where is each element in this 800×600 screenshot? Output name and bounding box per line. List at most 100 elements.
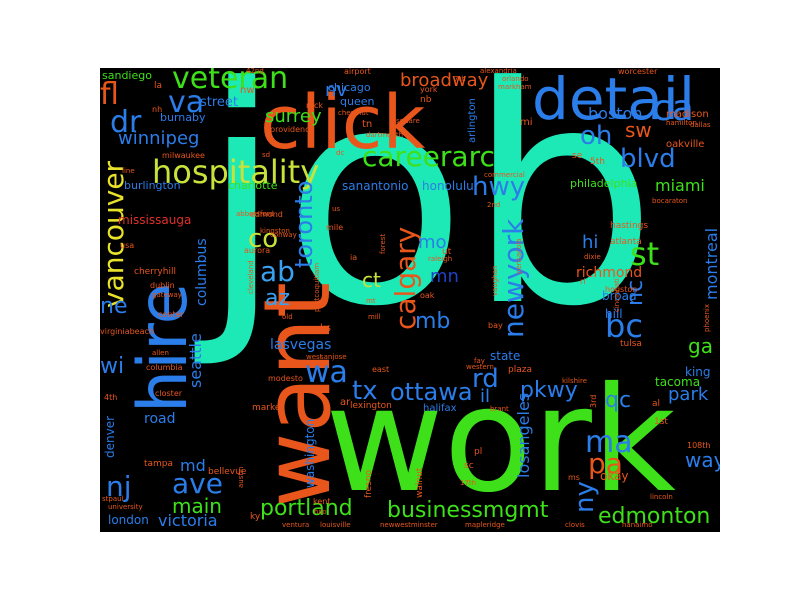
word-sw: sw — [625, 118, 652, 142]
word-philadelphia: philadelphia — [570, 177, 638, 190]
word-mississauga: mississauga — [118, 213, 192, 227]
word-lincoln: lincoln — [650, 493, 673, 501]
word-rock: rock — [306, 101, 324, 110]
word-east: east — [372, 365, 390, 374]
word-seattle: seattle — [186, 333, 205, 388]
word-newwestminster: newwestminster — [380, 521, 438, 529]
word-oh: oh — [580, 121, 613, 151]
word-job: job — [200, 68, 658, 372]
word-1st: 1st — [654, 417, 668, 427]
word-orlando: orlando — [502, 75, 529, 83]
word-miami: miami — [655, 176, 705, 195]
word-okay: okay — [600, 469, 629, 483]
word-17th: 17th — [460, 479, 477, 487]
word-houston: houston — [605, 285, 638, 294]
word-108th: 108th — [687, 441, 711, 450]
word-kingston: kingston — [260, 227, 290, 235]
word-vaughan: vaughan — [491, 265, 499, 296]
word-clovis: clovis — [565, 521, 585, 529]
word-ave: ave — [172, 467, 223, 500]
word-modesto: modesto — [268, 374, 303, 383]
word-markham: markham — [498, 83, 532, 91]
word-nw: nw — [240, 85, 255, 96]
word-aurora: aurora — [244, 246, 271, 255]
word-walnut: walnut — [415, 467, 425, 498]
word-mt: mt — [366, 297, 376, 305]
word-nb: nb — [420, 95, 432, 105]
word-mill: mill — [368, 313, 381, 321]
word-mb: mb — [415, 309, 451, 334]
word-denver: denver — [103, 415, 117, 458]
word-state: state — [490, 349, 521, 363]
word-co: co — [248, 224, 279, 254]
word-mapleridge: mapleridge — [465, 521, 505, 529]
word-western: western — [466, 363, 494, 371]
word-tacoma: tacoma — [655, 375, 701, 389]
word-mile: mile — [326, 223, 344, 232]
word-careerarc: careerarc — [362, 140, 495, 173]
word-tx: tx — [352, 376, 378, 406]
word-edmond: edmond — [250, 210, 283, 219]
word-ventura: ventura — [282, 521, 310, 529]
word-hwy: hwy — [472, 172, 526, 202]
word-hilo: hilo — [314, 508, 327, 516]
word-nv: nv — [325, 80, 348, 101]
word-42nd: 42nd — [246, 68, 264, 75]
word-ar: ar — [340, 397, 351, 408]
word-raleigh: raleigh — [428, 255, 453, 263]
word-bocaraton: bocaraton — [652, 197, 688, 205]
word-bc: bc — [605, 307, 643, 345]
word-bay: bay — [488, 321, 503, 330]
word-dc: dc — [336, 149, 345, 157]
word-ne: ne — [100, 294, 128, 319]
word-providence: providence — [270, 125, 315, 134]
word-worcester: worcester — [618, 68, 658, 76]
word-burnaby: burnaby — [160, 111, 206, 124]
word-sanjose: sanjose — [320, 353, 347, 361]
word-university: university — [108, 503, 143, 511]
word-washington: washington — [303, 418, 317, 488]
word-main: main — [172, 494, 222, 518]
word-hospitality: hospitality — [152, 153, 320, 191]
word-winnipeg: winnipeg — [118, 128, 200, 149]
word-honolulu: honolulu — [422, 179, 474, 193]
word-closter: closter — [155, 389, 183, 398]
word-burlington: burlington — [124, 179, 181, 192]
word-cleveland: cleveland — [247, 260, 255, 294]
word-virginiabeach: virginiabeach — [100, 327, 154, 336]
word-halifax: halifax — [423, 403, 457, 414]
word-hastings: hastings — [610, 221, 649, 231]
word-lasvegas: lasvegas — [270, 337, 332, 353]
word-boston: boston — [588, 104, 643, 123]
word-abbotsford: abbotsford — [236, 210, 274, 218]
word-ottawa: ottawa — [390, 378, 473, 406]
word-md: md — [180, 456, 206, 475]
word-il: il — [480, 386, 491, 407]
word-usa: usa — [120, 241, 135, 250]
word-king: king — [685, 365, 711, 379]
word-fresno: fresno — [364, 469, 374, 498]
word-alexandria: alexandria — [480, 68, 517, 75]
word-bellevue: bellevue — [208, 467, 247, 477]
word-se: se — [572, 151, 583, 161]
word-street: street — [200, 95, 239, 110]
word-ks: ks — [320, 323, 332, 334]
word-pa: pa — [588, 447, 623, 480]
word-portland: portland — [260, 496, 353, 521]
word-nh: nh — [152, 105, 163, 114]
word-london: london — [108, 513, 149, 527]
word-want: want — [244, 281, 351, 508]
word-sc: sc — [464, 461, 474, 471]
word-stpaul: stpaul — [102, 495, 124, 503]
word-dallas: dallas — [690, 121, 711, 129]
word-cloud: job work want click detail hire hospital… — [100, 68, 720, 532]
word-mn: mn — [430, 266, 459, 287]
word-ca: ca — [652, 88, 694, 129]
word-az: az — [265, 286, 291, 311]
word-businessmgmt: businessmgmt — [387, 498, 549, 523]
word-brant: brant — [490, 405, 509, 413]
word-milwaukee: milwaukee — [162, 151, 205, 160]
word-line: line — [122, 167, 135, 175]
word-richmond: richmond — [576, 265, 643, 281]
word-oak: oak — [420, 291, 435, 300]
